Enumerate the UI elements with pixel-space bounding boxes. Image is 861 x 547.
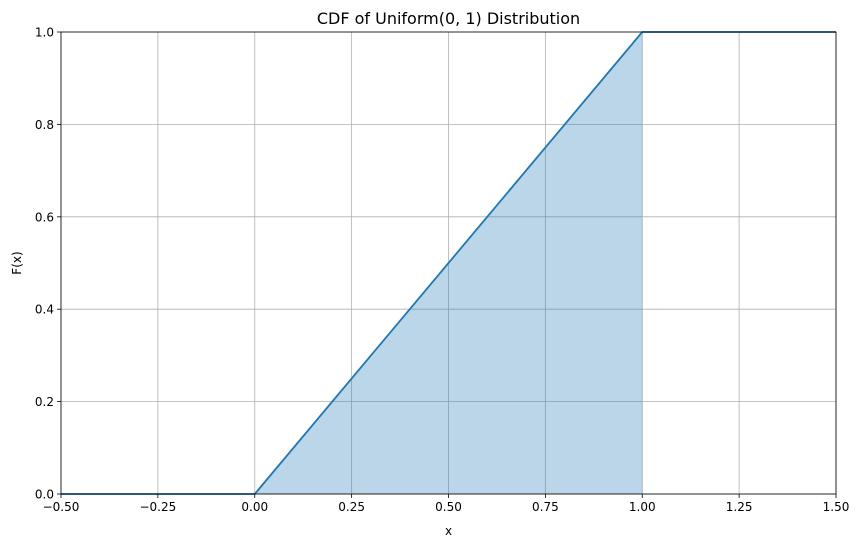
y-axis-label: F(x): [10, 251, 24, 274]
y-tick-label: 0.0: [35, 488, 54, 502]
y-tick-label: 1.0: [35, 26, 54, 40]
x-tick-label: 1.25: [726, 500, 753, 514]
y-tick-label: 0.4: [35, 303, 54, 317]
x-tick-label: 0.50: [435, 500, 462, 514]
y-tick-label: 0.2: [35, 395, 54, 409]
y-tick-label: 0.8: [35, 118, 54, 132]
x-tick-label: 0.25: [338, 500, 365, 514]
x-tick-label: −0.50: [43, 500, 80, 514]
chart-title: CDF of Uniform(0, 1) Distribution: [317, 9, 580, 28]
x-tick-label: 0.00: [241, 500, 268, 514]
ticks: −0.50 −0.25 0.00 0.25 0.50 0.75 1.00 1.25 1.50 0.…: [35, 26, 849, 515]
x-tick-label: 0.75: [532, 500, 559, 514]
x-axis-label: x: [445, 524, 452, 538]
x-tick-label: 1.00: [629, 500, 656, 514]
y-tick-label: 0.6: [35, 210, 54, 224]
x-tick-label: −0.25: [139, 500, 176, 514]
x-tick-label: 1.50: [823, 500, 850, 514]
